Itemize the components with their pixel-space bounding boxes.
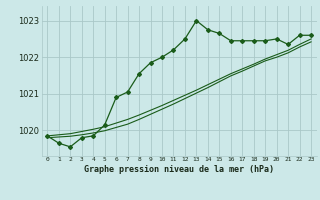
X-axis label: Graphe pression niveau de la mer (hPa): Graphe pression niveau de la mer (hPa) bbox=[84, 165, 274, 174]
